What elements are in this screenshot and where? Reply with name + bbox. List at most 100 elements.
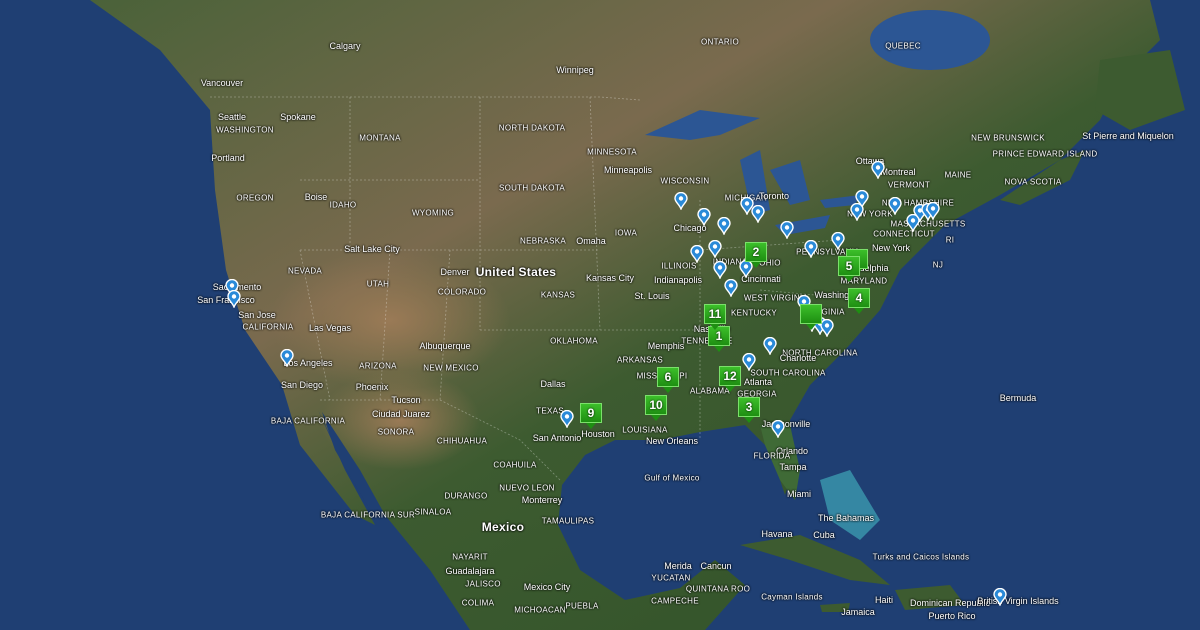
map-label: Vancouver: [200, 78, 244, 88]
map-label: Las Vegas: [308, 323, 352, 333]
location-pin[interactable]: [871, 160, 885, 180]
cluster-tail: [751, 262, 761, 268]
land-jamaica: [820, 603, 850, 612]
map-label: NAYARIT: [452, 552, 488, 562]
map-label: WISCONSIN: [660, 176, 710, 186]
map-label: LOUISIANA: [622, 425, 668, 435]
marker-cluster[interactable]: 5: [838, 256, 860, 282]
map-label: CALIFORNIA: [242, 322, 294, 332]
map-pin-icon: [280, 348, 294, 368]
great-lakes: [645, 110, 860, 235]
map-label: BAJA CALIFORNIA: [270, 416, 346, 426]
map-label: NUEVO LEON: [499, 483, 555, 493]
map-label: MINNESOTA: [587, 147, 637, 157]
map-label: Toronto: [758, 191, 790, 201]
map-label: Tampa: [779, 462, 807, 472]
cluster-tail: [651, 415, 661, 421]
marker-cluster[interactable]: 3: [738, 397, 760, 423]
location-pin[interactable]: [906, 213, 920, 233]
cluster-count: 2: [745, 242, 767, 262]
marker-cluster[interactable]: 11: [704, 304, 726, 330]
map-label: Cancun: [700, 561, 732, 571]
marker-cluster[interactable]: [800, 304, 822, 330]
map-label: NEW MEXICO: [423, 363, 479, 373]
location-pin[interactable]: [713, 260, 727, 280]
marker-cluster[interactable]: 10: [645, 395, 667, 421]
location-pin[interactable]: [780, 220, 794, 240]
map-label: MICHOACAN: [514, 605, 566, 615]
location-pin[interactable]: [560, 409, 574, 429]
map-label: KENTUCKY: [731, 308, 777, 318]
map-label: WASHINGTON: [216, 125, 274, 135]
location-pin[interactable]: [888, 196, 902, 216]
location-pin[interactable]: [280, 348, 294, 368]
map-label: Havana: [761, 529, 793, 539]
map-pin-icon: [724, 278, 738, 298]
map-label: NEBRASKA: [520, 236, 566, 246]
location-pin[interactable]: [820, 318, 834, 338]
map-label: GEORGIA: [737, 389, 777, 399]
location-pin[interactable]: [855, 189, 869, 209]
location-pin[interactable]: [831, 231, 845, 251]
map-pin-icon: [871, 160, 885, 180]
map-label: MARYLAND: [840, 276, 888, 286]
cluster-tail: [710, 324, 720, 330]
map-label: Jamaica: [841, 607, 875, 617]
location-pin[interactable]: [751, 204, 765, 224]
map-label: NEVADA: [287, 266, 323, 276]
map-pin-icon: [763, 336, 777, 356]
marker-cluster[interactable]: 4: [848, 288, 870, 314]
location-pin[interactable]: [771, 419, 785, 439]
location-pin[interactable]: [674, 191, 688, 211]
map-label: Washington: [814, 290, 862, 300]
gulf-of-california: [322, 412, 385, 515]
map-label: CAMPECHE: [651, 596, 699, 606]
location-pin[interactable]: [724, 278, 738, 298]
map-label: Cuba: [813, 530, 835, 540]
land-florida: [760, 425, 800, 500]
map-label: Dallas: [540, 379, 566, 389]
cluster-count: 11: [704, 304, 726, 324]
map-pin-icon: [690, 244, 704, 264]
land-newfoundland: [1095, 50, 1185, 130]
map-label: OHIO: [759, 258, 781, 268]
location-pin[interactable]: [690, 244, 704, 264]
map-label: WYOMING: [411, 208, 455, 218]
land-hispaniola: [895, 585, 965, 610]
map-label: Calgary: [329, 41, 361, 51]
location-pin[interactable]: [740, 196, 754, 216]
map-label: Haiti: [874, 595, 894, 605]
location-pin[interactable]: [697, 207, 711, 227]
cluster-count: 12: [719, 366, 741, 386]
land-nova-scotia: [1000, 150, 1085, 205]
marker-cluster[interactable]: 9: [580, 403, 602, 429]
land-cuba: [740, 535, 890, 585]
cluster-tail: [663, 387, 673, 393]
map-label: SINALOA: [414, 507, 452, 517]
location-pin[interactable]: [993, 587, 1007, 607]
location-pin[interactable]: [926, 201, 940, 221]
map-label: QUEBEC: [885, 41, 921, 51]
cluster-count: 6: [657, 367, 679, 387]
map-label: Winnipeg: [556, 65, 594, 75]
marker-cluster[interactable]: 6: [657, 367, 679, 393]
cluster-tail: [854, 308, 864, 314]
location-pin[interactable]: [742, 352, 756, 372]
hudson-area: [870, 10, 990, 70]
location-pin[interactable]: [708, 239, 722, 259]
location-pin[interactable]: [225, 278, 239, 298]
location-pin[interactable]: [804, 239, 818, 259]
location-pin[interactable]: [717, 216, 731, 236]
marker-cluster[interactable]: 2: [745, 242, 767, 268]
map-label: Merida: [664, 561, 692, 571]
map-label: Albuquerque: [419, 341, 471, 351]
location-pin[interactable]: [763, 336, 777, 356]
location-pin[interactable]: [850, 202, 864, 222]
location-pin[interactable]: [227, 289, 241, 309]
map-pin-icon: [697, 207, 711, 227]
map-label: NEW YORK: [847, 209, 893, 219]
marker-cluster[interactable]: 12: [719, 366, 741, 392]
map-pin-icon: [674, 191, 688, 211]
